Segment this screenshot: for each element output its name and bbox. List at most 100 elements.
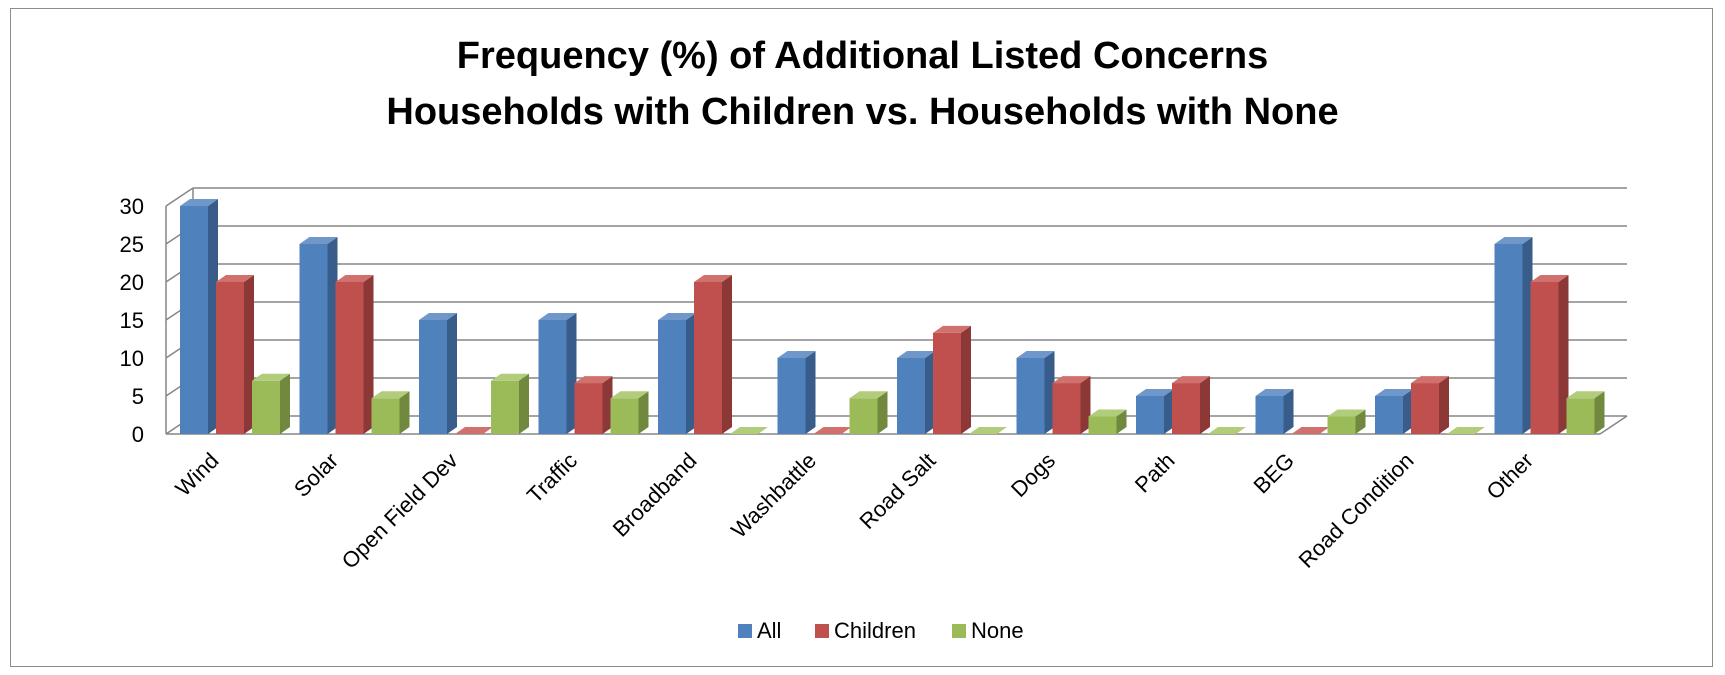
x-tick-label: Path: [1130, 448, 1180, 498]
y-tick-label: 15: [120, 308, 144, 333]
bar-top: [455, 427, 493, 434]
bar-none: [1088, 416, 1117, 434]
bar-side: [399, 391, 410, 434]
bar-all: [1255, 396, 1284, 434]
bar-all: [180, 206, 208, 434]
bar-side: [722, 275, 732, 434]
bar-none: [491, 380, 519, 434]
bar-side: [208, 199, 218, 434]
bar-children: [1411, 383, 1439, 434]
bar-top: [371, 391, 410, 399]
bar-side: [1439, 376, 1449, 434]
x-tick-label: Road Salt: [855, 448, 941, 534]
bar-top: [574, 376, 613, 384]
bar-side: [1522, 237, 1533, 434]
bar-top: [252, 373, 290, 381]
x-tick-label: BEG: [1248, 448, 1299, 499]
bar-side: [1594, 391, 1605, 434]
bar-all: [777, 358, 806, 434]
bar-none: [1327, 416, 1356, 434]
x-tick-label: Washbattle: [726, 448, 821, 543]
bar-top: [216, 275, 254, 282]
bar-side: [602, 376, 613, 434]
bar-all: [538, 320, 567, 434]
bar-side: [1200, 376, 1210, 434]
bar-side: [686, 313, 696, 434]
bar-top: [335, 275, 374, 282]
bar-none: [252, 380, 280, 434]
y-tick-label: 20: [120, 270, 144, 295]
x-tick-label: Dogs: [1006, 448, 1060, 502]
legend-label-children: Children: [834, 618, 916, 643]
bar-children: [574, 383, 603, 434]
bar-top: [1172, 376, 1210, 384]
gridline-depth: [165, 187, 194, 207]
bar-side: [925, 351, 935, 434]
bar-top: [694, 275, 732, 282]
bar-top: [1375, 389, 1413, 396]
bar-all: [419, 320, 447, 434]
bar-all: [1494, 244, 1523, 434]
y-tick-label: 10: [120, 346, 144, 371]
bar-children: [1530, 282, 1559, 434]
bar-top: [299, 237, 338, 244]
bar-children: [335, 282, 364, 434]
bar-side: [1044, 351, 1055, 434]
bar-top: [777, 351, 816, 358]
bar-side: [1164, 389, 1174, 434]
bar-top: [538, 313, 577, 320]
bar-side: [1355, 409, 1366, 434]
bar-children: [1172, 383, 1200, 434]
bar-side: [566, 313, 577, 434]
legend-swatch-children: [815, 624, 829, 638]
bar-side: [1283, 389, 1294, 434]
bar-top: [813, 427, 852, 434]
x-tick-label: Traffic: [522, 448, 582, 508]
bar-side: [280, 373, 290, 434]
bar-children: [1052, 383, 1081, 434]
bar-side: [244, 275, 254, 434]
legend-swatch-none: [952, 624, 966, 638]
bar-top: [1291, 427, 1330, 434]
bar-top: [1494, 237, 1533, 244]
bar-top: [1255, 389, 1294, 396]
bar-side: [1116, 409, 1127, 434]
x-tick-label: Wind: [170, 448, 223, 501]
bar-all: [897, 358, 925, 434]
bar-top: [1052, 376, 1091, 384]
legend-label-none: None: [971, 618, 1024, 643]
bar-top: [730, 427, 768, 434]
bar-top: [1016, 351, 1055, 358]
floor-edge-right: [1599, 415, 1628, 435]
bar-top: [933, 325, 971, 333]
bar-top: [180, 199, 218, 206]
bar-side: [519, 373, 529, 434]
bar-none: [849, 398, 878, 434]
bar-top: [897, 351, 935, 358]
bar-side: [327, 237, 338, 434]
y-tick-label: 30: [120, 194, 144, 219]
chart-title: Frequency (%) of Additional Listed Conce…: [0, 28, 1725, 140]
bar-all: [1136, 396, 1164, 434]
bar-side: [363, 275, 374, 434]
y-tick-label: 25: [120, 232, 144, 257]
bar-all: [299, 244, 328, 434]
x-tick-label: Open Field Dev: [337, 448, 463, 574]
legend-label-all: All: [757, 618, 781, 643]
bar-children: [933, 332, 961, 434]
bar-top: [1530, 275, 1569, 282]
bar-side: [805, 351, 816, 434]
bar-side: [1080, 376, 1091, 434]
x-tick-label: Road Condition: [1294, 448, 1419, 573]
bar-all: [1375, 396, 1403, 434]
x-tick-label: Other: [1481, 448, 1538, 505]
bar-top: [1136, 389, 1174, 396]
bar-none: [1566, 398, 1595, 434]
bar-top: [1411, 376, 1449, 384]
y-tick-label: 5: [132, 384, 144, 409]
bar-top: [491, 373, 529, 381]
bar-top: [969, 427, 1007, 434]
bar-none: [371, 398, 400, 434]
bar-side: [877, 391, 888, 434]
bar-all: [1016, 358, 1045, 434]
